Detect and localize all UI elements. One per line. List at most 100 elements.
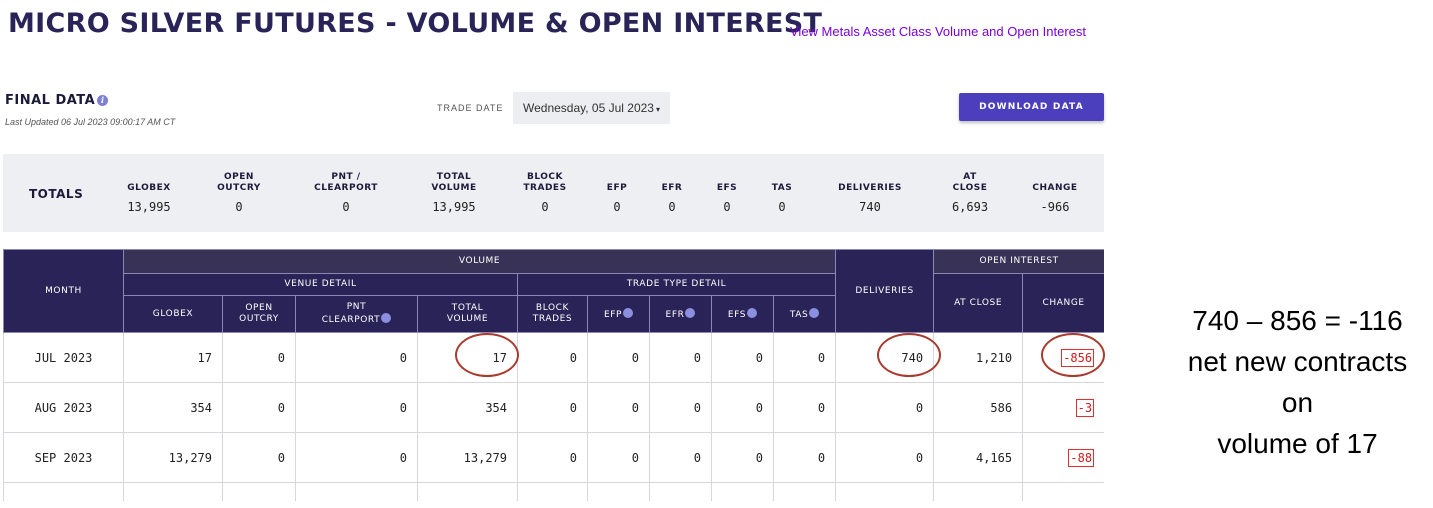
final-data-heading: FINAL DATA i bbox=[5, 93, 109, 108]
cell-at-close: 586 bbox=[933, 382, 1024, 433]
trade-date-select[interactable]: Wednesday, 05 Jul 2023 ▾ bbox=[513, 92, 670, 124]
totals-bar: TOTALS GLOBEX 13,995 OPEN OUTCRY 0 PNT / CLE… bbox=[3, 154, 1104, 232]
cell-empty bbox=[222, 482, 296, 501]
header-efr: EFR bbox=[649, 295, 712, 333]
cell-efs: 0 bbox=[711, 432, 774, 483]
annotation-circle-volume bbox=[455, 333, 519, 377]
header-month: MONTH bbox=[3, 249, 124, 333]
header-trade-type-detail: TRADE TYPE DETAIL bbox=[516, 273, 837, 296]
cell-empty bbox=[711, 482, 774, 501]
cell-empty bbox=[772, 482, 837, 501]
cell-tas: 0 bbox=[772, 332, 837, 383]
cell-empty bbox=[517, 482, 588, 501]
cell-deliveries: 0 bbox=[835, 382, 935, 433]
table-row: AUG 2023 354 0 0 354 0 0 0 0 0 0 586 -3 bbox=[3, 382, 1104, 433]
cell-globex: 354 bbox=[123, 382, 223, 433]
download-data-button[interactable]: DOWNLOAD DATA bbox=[959, 93, 1104, 121]
annotation-circle-change bbox=[1041, 333, 1105, 377]
cell-empty bbox=[295, 482, 418, 501]
callout-line: net new contracts bbox=[1187, 346, 1408, 377]
table-row: JUL 2023 17 0 0 17 0 0 0 0 0 740 1,210 -… bbox=[3, 332, 1104, 383]
cell-globex: 13,279 bbox=[123, 432, 223, 483]
header-volume: VOLUME bbox=[122, 249, 837, 274]
header-globex: GLOBEX bbox=[123, 295, 223, 333]
cell-open-outcry: 0 bbox=[222, 332, 296, 383]
callout-line: 740 – 856 = -116 bbox=[1192, 305, 1403, 336]
info-icon[interactable] bbox=[381, 313, 392, 323]
cell-tas: 0 bbox=[772, 382, 837, 433]
header-tas: TAS bbox=[772, 295, 837, 333]
totals-change: CHANGE -966 bbox=[1032, 183, 1078, 214]
cell-efr: 0 bbox=[649, 432, 712, 483]
table-row: SEP 2023 13,279 0 0 13,279 0 0 0 0 0 0 4… bbox=[3, 432, 1104, 483]
info-icon[interactable] bbox=[809, 307, 820, 318]
cell-efp: 0 bbox=[587, 382, 650, 433]
totals-efs: EFS 0 bbox=[716, 183, 738, 214]
cell-efs: 0 bbox=[711, 382, 774, 433]
cell-change: -88 bbox=[1022, 432, 1104, 483]
page-title: MICRO SILVER FUTURES - VOLUME & OPEN INT… bbox=[8, 8, 823, 39]
header-efp: EFP bbox=[587, 295, 650, 333]
cell-tas: 0 bbox=[772, 432, 837, 483]
totals-globex: GLOBEX 13,995 bbox=[127, 183, 171, 214]
totals-pnt-clearport: PNT / CLEARPORT 0 bbox=[314, 172, 378, 214]
cell-efp: 0 bbox=[587, 432, 650, 483]
final-data-label: FINAL DATA bbox=[5, 93, 96, 108]
header-pnt-clearport: PNT CLEARPORT bbox=[295, 295, 418, 333]
totals-efp: EFP 0 bbox=[606, 183, 628, 214]
chevron-down-icon: ▾ bbox=[655, 105, 660, 114]
cell-pnt: 0 bbox=[295, 432, 418, 483]
last-updated: Last Updated 06 Jul 2023 09:00:17 AM CT bbox=[5, 117, 176, 127]
cell-deliveries: 0 bbox=[835, 432, 935, 483]
header-open-interest: OPEN INTEREST bbox=[933, 249, 1104, 274]
header-efs: EFS bbox=[711, 295, 774, 333]
cell-efr: 0 bbox=[649, 382, 712, 433]
cell-empty bbox=[3, 482, 124, 501]
info-icon[interactable] bbox=[623, 307, 634, 318]
header-at-close: AT CLOSE bbox=[933, 273, 1024, 333]
totals-total-volume: TOTAL VOLUME 13,995 bbox=[431, 172, 477, 214]
header-change: CHANGE bbox=[1022, 273, 1104, 333]
cell-at-close: 4,165 bbox=[933, 432, 1024, 483]
info-icon[interactable] bbox=[747, 307, 758, 318]
annotation-circle-deliveries bbox=[877, 333, 941, 377]
cell-open-outcry: 0 bbox=[222, 382, 296, 433]
cell-open-outcry: 0 bbox=[222, 432, 296, 483]
cell-month: SEP 2023 bbox=[3, 432, 124, 483]
header-deliveries: DELIVERIES bbox=[835, 249, 935, 333]
cell-at-close: 1,210 bbox=[933, 332, 1024, 383]
cell-empty bbox=[123, 482, 223, 501]
totals-tas: TAS 0 bbox=[771, 183, 793, 214]
header-total-volume: TOTAL VOLUME bbox=[417, 295, 518, 333]
cell-month: JUL 2023 bbox=[3, 332, 124, 383]
cell-empty bbox=[933, 482, 1024, 501]
cell-block: 0 bbox=[517, 382, 588, 433]
cell-empty bbox=[835, 482, 935, 501]
totals-efr: EFR 0 bbox=[661, 183, 683, 214]
totals-deliveries: DELIVERIES 740 bbox=[838, 183, 902, 214]
table-row bbox=[3, 482, 1104, 501]
cell-efr: 0 bbox=[649, 332, 712, 383]
volume-oi-table: MONTH VOLUME DELIVERIES OPEN INTEREST VE… bbox=[3, 249, 1104, 501]
cell-empty bbox=[1022, 482, 1104, 501]
info-icon[interactable] bbox=[685, 307, 696, 318]
cell-globex: 17 bbox=[123, 332, 223, 383]
cell-pnt: 0 bbox=[295, 382, 418, 433]
cell-efp: 0 bbox=[587, 332, 650, 383]
totals-label: TOTALS bbox=[29, 187, 84, 201]
metals-volume-link[interactable]: View Metals Asset Class Volume and Open … bbox=[790, 24, 1087, 39]
header-venue-detail: VENUE DETAIL bbox=[123, 273, 518, 296]
callout-line: volume of 17 bbox=[1217, 428, 1378, 459]
cell-block: 0 bbox=[517, 332, 588, 383]
cell-pnt: 0 bbox=[295, 332, 418, 383]
cell-change: -3 bbox=[1022, 382, 1104, 433]
cell-efs: 0 bbox=[711, 332, 774, 383]
header-block-trades: BLOCK TRADES bbox=[517, 295, 588, 333]
info-icon[interactable]: i bbox=[97, 95, 109, 106]
cell-total-volume: 354 bbox=[417, 382, 518, 433]
callout-line: on bbox=[1281, 387, 1314, 418]
cell-empty bbox=[587, 482, 650, 501]
annotation-callout: 740 – 856 = -116 net new contracts on vo… bbox=[1150, 300, 1433, 464]
totals-block-trades: BLOCK TRADES 0 bbox=[523, 172, 567, 214]
cell-empty bbox=[417, 482, 518, 501]
